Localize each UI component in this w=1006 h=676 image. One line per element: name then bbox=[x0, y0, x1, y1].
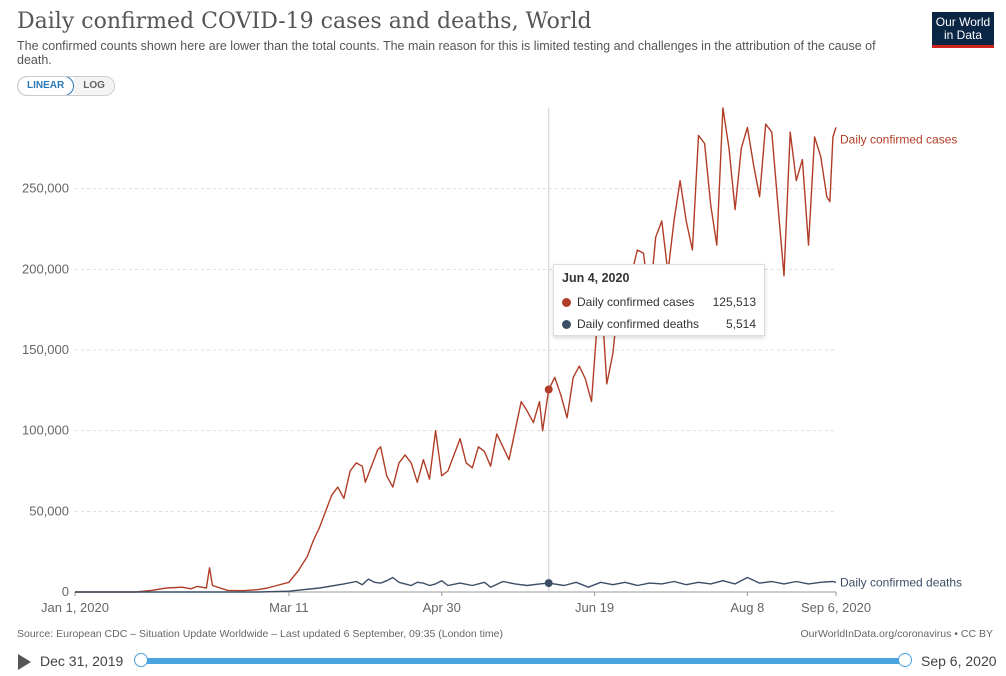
y-tick-label: 0 bbox=[62, 584, 69, 599]
timeline-start-label: Dec 31, 2019 bbox=[40, 653, 124, 669]
x-tick-label: Apr 30 bbox=[423, 600, 461, 615]
tooltip-value-cases: 125,513 bbox=[712, 295, 756, 309]
timeline-range-fill bbox=[141, 658, 905, 664]
y-axis-ticks: 0 50,000 100,000 150,000 200,000 250,000 bbox=[22, 181, 69, 599]
timeline-start-handle[interactable] bbox=[134, 653, 148, 667]
source-note: Source: European CDC – Situation Update … bbox=[17, 628, 504, 640]
chart-subtitle: The confirmed counts shown here are lowe… bbox=[17, 39, 876, 67]
cases-end-label: Daily confirmed cases bbox=[840, 132, 957, 146]
deaths-line[interactable] bbox=[75, 576, 837, 593]
tooltip-row-deaths: Daily confirmed deaths 5,514 bbox=[562, 313, 756, 335]
tooltip-value-deaths: 5,514 bbox=[725, 317, 756, 331]
hover-tooltip: Jun 4, 2020 Daily confirmed cases 125,51… bbox=[553, 264, 765, 336]
chart-grid bbox=[75, 188, 836, 593]
timeline-track[interactable] bbox=[141, 658, 905, 664]
tooltip-row-cases: Daily confirmed cases 125,513 bbox=[562, 291, 756, 313]
owid-logo[interactable]: Our World in Data bbox=[932, 12, 994, 48]
cases-dot-icon bbox=[562, 297, 571, 307]
tooltip-date: Jun 4, 2020 bbox=[562, 271, 630, 285]
cases-hover-point bbox=[544, 385, 553, 394]
tooltip-label-deaths: Daily confirmed deaths bbox=[577, 317, 700, 331]
deaths-end-label: Daily confirmed deaths bbox=[840, 575, 962, 589]
timeline-end-label: Sep 6, 2020 bbox=[921, 653, 997, 669]
logo-line-1: Our World bbox=[935, 15, 991, 29]
y-tick-label: 200,000 bbox=[22, 261, 69, 276]
y-tick-label: 100,000 bbox=[22, 423, 69, 438]
logo-line-2: in Data bbox=[943, 28, 983, 42]
series-lines bbox=[75, 107, 837, 593]
series-end-labels: Daily confirmed cases Daily confirmed dea… bbox=[840, 132, 962, 589]
x-tick-label: Jan 1, 2020 bbox=[41, 600, 109, 615]
logo-accent-bar bbox=[932, 45, 994, 48]
cases-line[interactable] bbox=[75, 107, 837, 593]
y-tick-label: 250,000 bbox=[22, 181, 69, 196]
x-axis-ticks: Jan 1, 2020 Mar 11 Apr 30 Jun 19 Aug 8 Sep 6,… bbox=[41, 592, 871, 615]
license-link[interactable]: OurWorldInData.org/coronavirus • CC BY bbox=[800, 628, 993, 640]
x-tick-label: Mar 11 bbox=[269, 600, 309, 615]
timeline[interactable]: Dec 31, 2019 Sep 6, 2020 bbox=[0, 648, 1006, 674]
y-tick-label: 150,000 bbox=[22, 342, 69, 357]
tooltip-label-cases: Daily confirmed cases bbox=[577, 295, 695, 309]
deaths-hover-point bbox=[544, 579, 553, 588]
x-tick-label: Sep 6, 2020 bbox=[801, 600, 871, 615]
scale-toggle[interactable]: LINEAR LOG bbox=[17, 76, 115, 96]
x-tick-label: Aug 8 bbox=[730, 600, 764, 615]
chart-title: Daily confirmed COVID-19 cases and death… bbox=[17, 9, 592, 34]
line-chart[interactable]: 0 50,000 100,000 150,000 200,000 250,000 Jan … bbox=[0, 100, 1006, 620]
play-icon[interactable] bbox=[18, 654, 31, 670]
deaths-dot-icon bbox=[562, 319, 571, 329]
x-tick-label: Jun 19 bbox=[575, 600, 614, 615]
timeline-end-handle[interactable] bbox=[898, 653, 912, 667]
y-tick-label: 50,000 bbox=[29, 503, 69, 518]
linear-scale-button[interactable]: LINEAR bbox=[17, 77, 75, 95]
log-scale-button[interactable]: LOG bbox=[74, 77, 114, 95]
